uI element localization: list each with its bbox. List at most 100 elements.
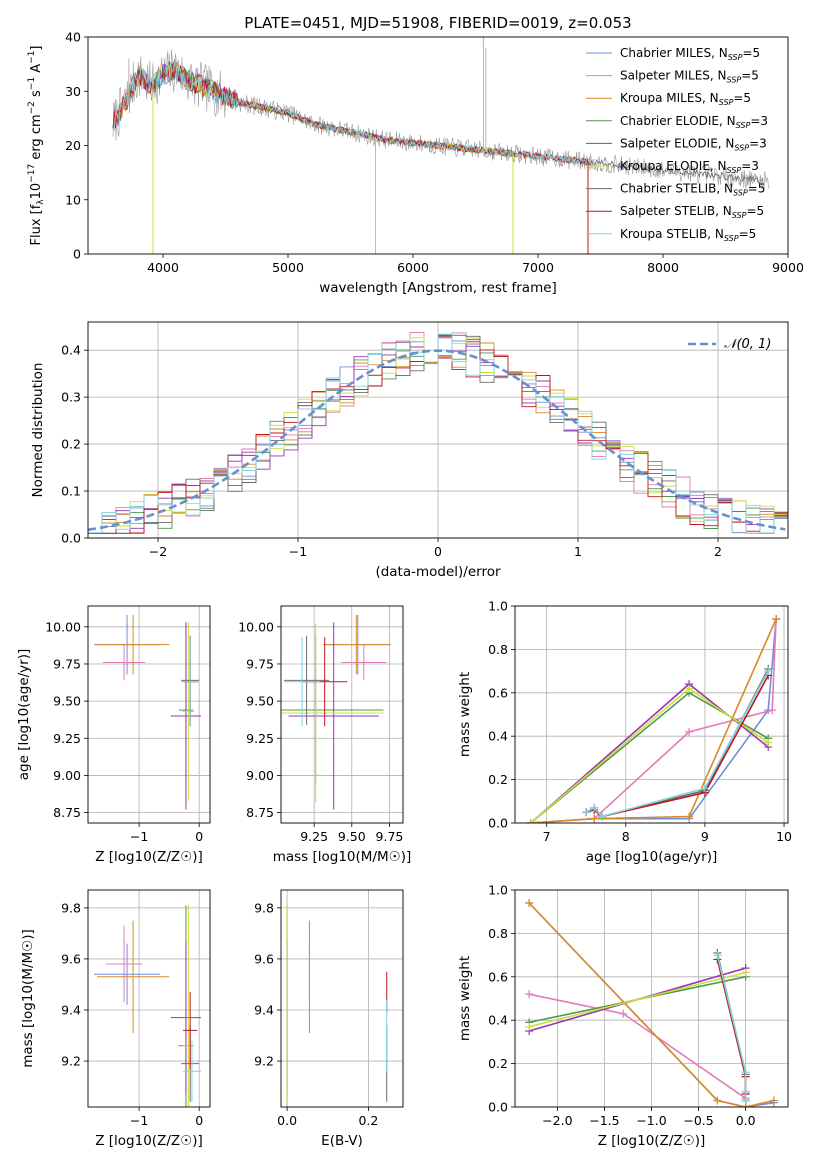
x-tick-label: 9.50 bbox=[338, 829, 366, 844]
x-tick-label: 0.0 bbox=[277, 1113, 297, 1128]
y-tick-label: 9.8 bbox=[61, 900, 81, 915]
y-axis-label: mass weight bbox=[457, 672, 473, 757]
weight-point-kroupa-stelib bbox=[590, 803, 599, 812]
legend-entry: Chabrier ELODIE, NSSP=3 bbox=[620, 114, 768, 130]
x-tick-label: 10 bbox=[776, 829, 792, 844]
y-tick-label: 9.75 bbox=[246, 656, 274, 671]
y-tick-label: 1.0 bbox=[488, 599, 508, 614]
x-tick-label: 0 bbox=[434, 544, 442, 559]
legend-entry: Salpeter ELODIE, NSSP=3 bbox=[620, 136, 767, 152]
weight-point-kroupa-elodie bbox=[525, 1022, 534, 1031]
spectrum-legend: Chabrier MILES, NSSP=5 Salpeter MILES, NS… bbox=[586, 46, 768, 243]
y-tick-label: 9.25 bbox=[53, 731, 81, 746]
y-tick-label: 0.0 bbox=[488, 1100, 508, 1115]
errorbars bbox=[94, 614, 201, 810]
histograms bbox=[88, 332, 788, 534]
panel-mass-vs-Z: −1 0 9.2 9.4 9.6 9.8 Z [log10(Z/Z☉)] mass [log1… bbox=[20, 889, 211, 1149]
axes-frame bbox=[87, 605, 211, 824]
legend-subscript: SSP bbox=[728, 53, 743, 62]
y-tick-label: 0.2 bbox=[488, 1056, 508, 1071]
y-tick-label: 9.8 bbox=[254, 900, 274, 915]
legend-subscript: SSP bbox=[736, 121, 751, 130]
axes-frame bbox=[280, 889, 404, 1108]
y-tick-label: 40 bbox=[65, 30, 81, 45]
weight-point-kroupa-stelib bbox=[582, 808, 591, 817]
figure-title: PLATE=0451, MJD=51908, FIBERID=0019, z=0… bbox=[244, 14, 631, 32]
y-tick-label: 0.0 bbox=[61, 531, 81, 546]
weight-line-kroupa-stelib bbox=[716, 954, 747, 1101]
y-tick-label: 10 bbox=[65, 192, 81, 207]
y-axis-label: age [log10(age/yr)] bbox=[16, 649, 32, 781]
y-tick-label: 9.50 bbox=[53, 694, 81, 709]
y-tick-label: 0.6 bbox=[488, 685, 508, 700]
x-axis-label: Z [log10(Z/Z☉)] bbox=[598, 1133, 706, 1149]
x-tick-label: 1 bbox=[574, 544, 582, 559]
y-tick-label: 10.00 bbox=[238, 619, 274, 634]
y-tick-label: 9.6 bbox=[254, 951, 274, 966]
y-tick-label: 0.4 bbox=[488, 1013, 508, 1028]
y-tick-label: 0.4 bbox=[61, 343, 81, 358]
x-tick-label: 8 bbox=[622, 829, 630, 844]
legend-entry: Kroupa MILES, NSSP=5 bbox=[620, 91, 751, 107]
weight-point-kroupa-stelib bbox=[741, 1096, 750, 1105]
weight-point-kroupa-stelib bbox=[764, 667, 773, 676]
spectrum-lines bbox=[112, 37, 770, 254]
y-tick-label: 0.3 bbox=[61, 390, 81, 405]
legend-tail: =5 bbox=[733, 91, 751, 105]
x-tick-label: −0.5 bbox=[683, 1113, 713, 1128]
y-axis-label: Normed distribution bbox=[30, 363, 46, 498]
weight-point-kroupa-elodie bbox=[685, 684, 694, 693]
weight-lines bbox=[526, 615, 781, 823]
legend-tail: =3 bbox=[750, 114, 768, 128]
x-tick-label: 7000 bbox=[522, 260, 554, 275]
legend-subscript: SSP bbox=[719, 98, 734, 107]
x-tick-label: 2 bbox=[714, 544, 722, 559]
legend-entry: 𝒩(0, 1) bbox=[724, 337, 771, 352]
y-tick-label: 0.2 bbox=[61, 437, 81, 452]
legend-tail: =3 bbox=[749, 136, 767, 150]
spectrum-series-chabrier-elodie bbox=[150, 59, 514, 158]
x-tick-label: 5000 bbox=[272, 260, 304, 275]
axes-frame bbox=[280, 605, 404, 824]
legend-tail: =5 bbox=[746, 204, 764, 218]
x-tick-label: 0.2 bbox=[358, 1113, 378, 1128]
y-tick-label: 9.2 bbox=[254, 1054, 274, 1069]
y-tick-label: 8.75 bbox=[246, 805, 274, 820]
y-axis-label: mass [log10(M/M☉)] bbox=[20, 929, 36, 1068]
weight-point-kroupa-miles bbox=[685, 812, 694, 821]
x-tick-label: 0 bbox=[195, 1113, 203, 1128]
y-tick-label: 9.6 bbox=[61, 951, 81, 966]
legend-subscript: SSP bbox=[733, 189, 748, 198]
weight-point-salpeter-miles bbox=[619, 1009, 628, 1018]
x-tick-label: −1.0 bbox=[636, 1113, 666, 1128]
weight-point-kroupa-stelib bbox=[741, 1087, 750, 1096]
legend-tail: =5 bbox=[741, 69, 759, 83]
y-tick-label: 9.4 bbox=[61, 1002, 81, 1017]
panel-age-vs-mass: 9.25 9.50 9.75 8.75 9.00 9.25 9.50 9.75 10.00 mas… bbox=[238, 605, 411, 865]
weight-point-kroupa-elodie bbox=[764, 738, 773, 747]
weight-point-kroupa-stelib bbox=[713, 951, 722, 960]
legend-subscript: SSP bbox=[727, 166, 742, 175]
histogram-chabrier-elodie bbox=[88, 340, 788, 534]
weight-point-kroupa-stelib bbox=[598, 812, 607, 821]
panel-weight-vs-age: 7 8 9 10 0.0 0.2 0.4 0.6 0.8 1.0 age [log10(age/yr… bbox=[457, 599, 792, 866]
y-tick-label: 9.4 bbox=[254, 1002, 274, 1017]
weight-line-salpeter-miles bbox=[528, 993, 747, 1099]
x-tick-label: 8000 bbox=[647, 260, 679, 275]
axes-frame bbox=[514, 889, 789, 1108]
weight-point-kroupa-miles bbox=[525, 899, 534, 908]
panel-age-vs-Z: −1 0 8.75 9.00 9.25 9.50 9.75 10.00 Z [log10(Z/Z… bbox=[16, 605, 211, 865]
legend-subscript: SSP bbox=[724, 234, 739, 243]
x-tick-label: 0.0 bbox=[736, 1113, 756, 1128]
weight-line-kroupa-miles bbox=[528, 902, 775, 1107]
legend-entry: Kroupa STELIB, NSSP=5 bbox=[620, 227, 756, 243]
axes-frame bbox=[514, 605, 789, 824]
y-tick-label: 9.75 bbox=[53, 656, 81, 671]
y-tick-label: 30 bbox=[65, 84, 81, 99]
y-tick-label: 9.25 bbox=[246, 731, 274, 746]
spectrum-series-kroupa-elodie bbox=[150, 61, 514, 158]
y-tick-label: 0.0 bbox=[488, 816, 508, 831]
y-tick-label: 0.4 bbox=[488, 729, 508, 744]
weight-line-salpeter-elodie bbox=[530, 683, 769, 823]
y-tick-label: 9.00 bbox=[53, 768, 81, 783]
